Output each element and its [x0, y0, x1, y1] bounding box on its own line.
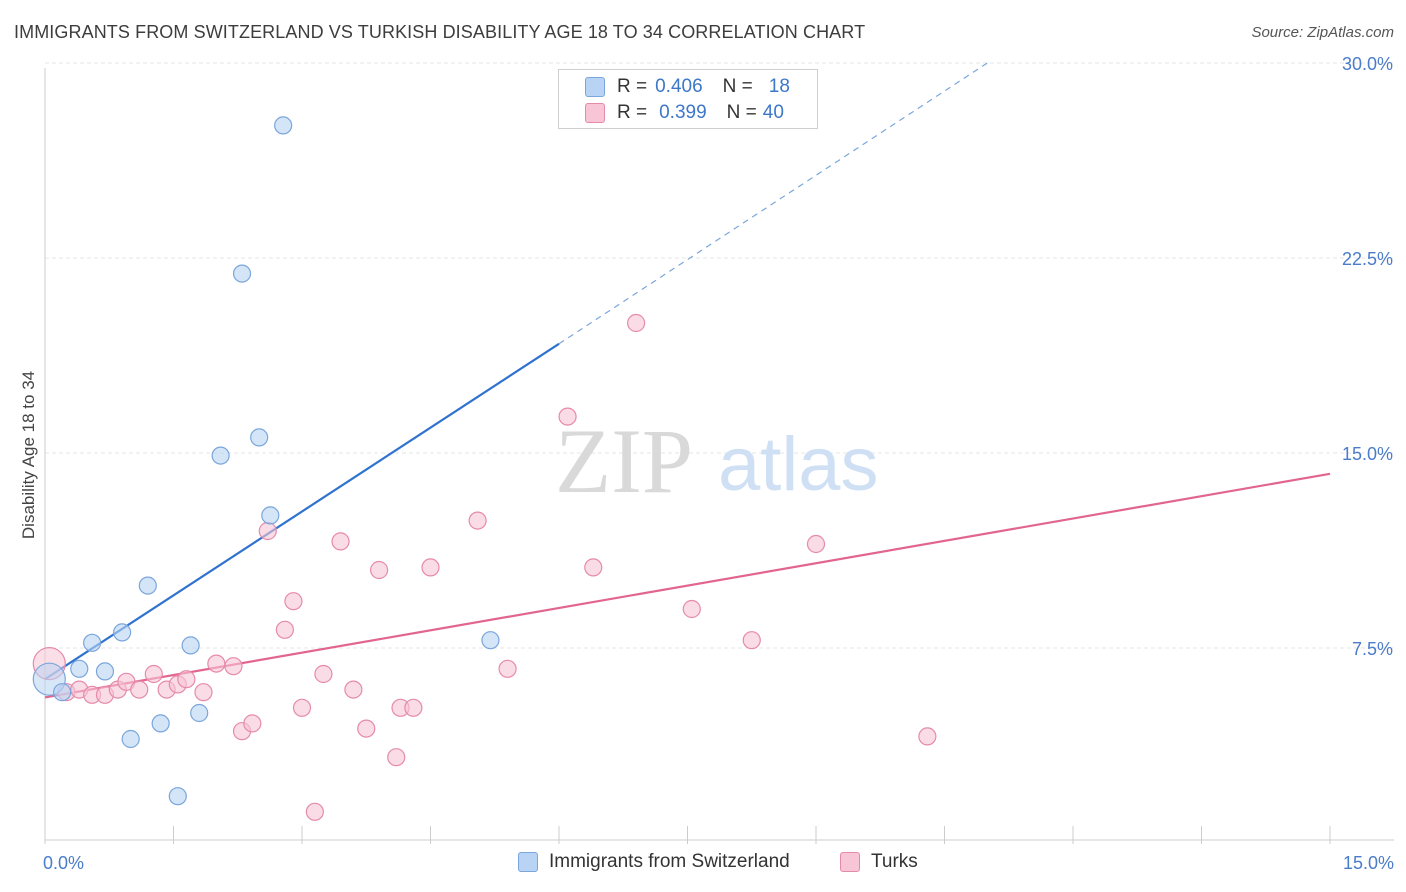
point-switzerland	[112, 623, 132, 642]
legend-row-switzerland: R = 0.406 N = 18	[585, 75, 790, 99]
y-tick-label: 15.0%	[1342, 444, 1393, 464]
point-turks	[626, 313, 646, 333]
point-turks	[275, 620, 294, 639]
point-switzerland	[151, 714, 170, 733]
point-switzerland	[53, 683, 72, 702]
point-switzerland	[70, 659, 89, 678]
legend-n-label: N =	[722, 76, 753, 97]
point-switzerland	[83, 633, 102, 652]
point-turks	[918, 727, 937, 746]
source-attribution: Source: ZipAtlas.com	[1251, 24, 1394, 41]
point-turks	[387, 748, 406, 767]
legend-r-label: R =	[617, 76, 648, 97]
bottom-legend-swatch-pink	[840, 852, 860, 872]
x-tick-label: 15.0%	[1343, 853, 1394, 873]
point-switzerland	[121, 729, 140, 749]
point-switzerland	[481, 631, 500, 650]
point-turks	[404, 698, 423, 717]
legend-row-turks: R = 0.399 N = 40	[585, 101, 784, 125]
legend-n-label: N =	[726, 102, 757, 123]
point-switzerland	[250, 428, 269, 447]
point-switzerland	[274, 116, 293, 135]
point-turks	[421, 558, 440, 577]
point-switzerland	[138, 576, 157, 595]
point-switzerland	[261, 506, 280, 525]
point-turks	[331, 532, 350, 551]
point-turks	[130, 680, 149, 699]
point-turks	[144, 664, 163, 684]
gridlines	[45, 62, 1394, 649]
legend-n-value: 40	[762, 102, 784, 123]
point-turks	[243, 714, 262, 733]
legend-r-value: 0.399	[659, 102, 707, 123]
legend-swatch-pink	[585, 103, 605, 123]
point-turks	[806, 534, 826, 554]
point-switzerland	[211, 446, 230, 465]
y-tick-label: 7.5%	[1352, 639, 1393, 659]
watermark-atlas: atlas	[718, 422, 879, 507]
point-turks	[344, 680, 363, 699]
y-axis-label: Disability Age 18 to 34	[19, 371, 38, 539]
point-turks	[305, 802, 324, 821]
point-turks	[742, 631, 761, 650]
trend-lines	[44, 62, 1331, 699]
bottom-legend-label: Immigrants from Switzerland	[549, 851, 790, 872]
point-turks	[682, 599, 701, 619]
bottom-legend-turks: Turks	[840, 851, 918, 873]
legend-swatch-blue	[585, 77, 605, 97]
point-turks	[292, 698, 312, 717]
legend-n-value: 18	[768, 76, 790, 97]
point-switzerland	[168, 787, 187, 806]
axes	[44, 68, 1394, 844]
y-tick-label: 22.5%	[1342, 249, 1393, 269]
point-turks	[498, 659, 517, 678]
point-switzerland	[190, 703, 209, 723]
point-turks	[177, 670, 196, 689]
bottom-legend-switzerland: Immigrants from Switzerland	[518, 851, 790, 873]
point-turks	[558, 407, 577, 426]
trend-line-turks	[44, 472, 1331, 699]
tick-labels: 7.5% 15.0% 22.5% 30.0% 0.0% 15.0%	[43, 54, 1394, 873]
point-turks	[224, 657, 243, 676]
point-turks	[314, 664, 333, 684]
watermark-zip: ZIP	[555, 410, 693, 512]
point-switzerland	[181, 636, 200, 655]
point-switzerland	[232, 264, 252, 283]
point-turks	[207, 654, 226, 673]
x-tick-label: 0.0%	[43, 853, 84, 873]
point-switzerland	[95, 662, 115, 681]
trend-line-switzerland	[44, 342, 560, 681]
point-turks	[284, 592, 303, 611]
bottom-legend-label: Turks	[871, 851, 918, 872]
point-turks	[370, 560, 389, 580]
point-turks	[258, 521, 277, 541]
correlation-legend: R = 0.406 N = 18 R = 0.399 N = 40	[558, 69, 818, 129]
point-turks	[584, 558, 603, 577]
trend-line-switzerland-extension	[558, 62, 988, 345]
y-tick-label: 30.0%	[1342, 54, 1393, 74]
chart-title: IMMIGRANTS FROM SWITZERLAND VS TURKISH D…	[14, 22, 866, 42]
point-turks	[468, 511, 487, 530]
legend-r-label: R =	[617, 102, 648, 123]
data-points	[32, 116, 937, 821]
legend-r-value: 0.406	[655, 76, 703, 97]
bottom-legend-swatch-blue	[518, 852, 538, 872]
point-turks	[357, 719, 376, 738]
point-turks	[194, 683, 213, 702]
